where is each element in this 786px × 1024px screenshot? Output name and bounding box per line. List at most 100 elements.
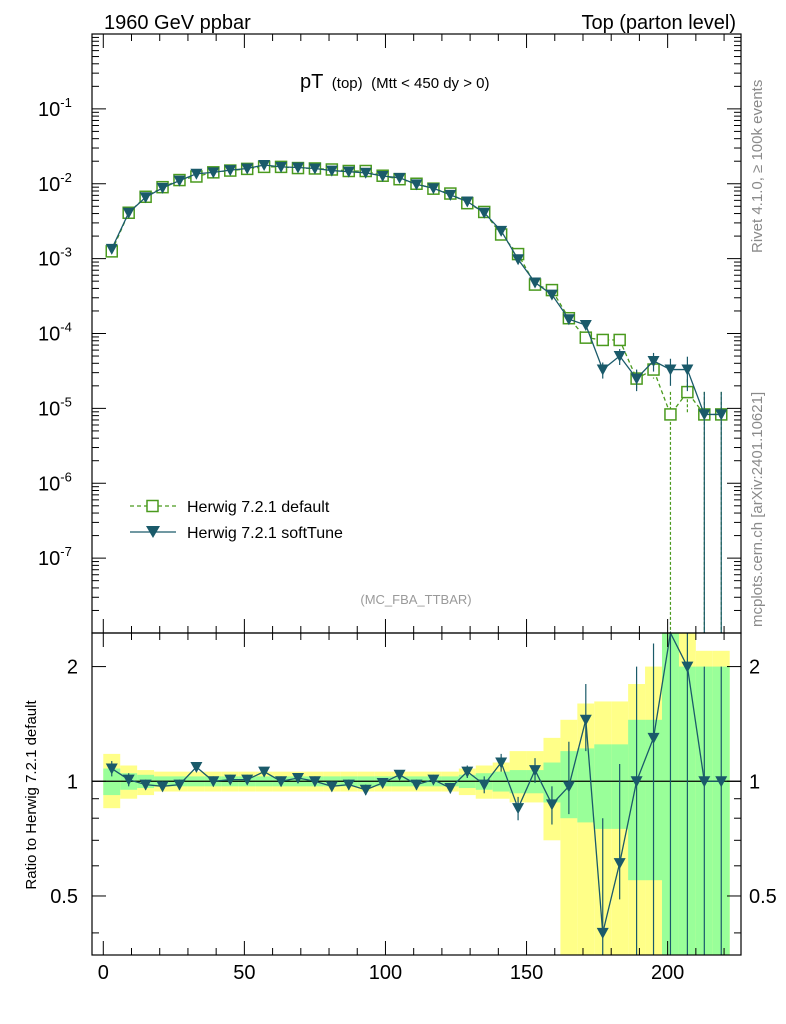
tick-label-base: 10: [38, 473, 60, 495]
softtune-point: [393, 172, 406, 184]
main-series-layer: [105, 159, 728, 633]
default-point: [613, 333, 626, 347]
axes-layer: 10-710-610-510-410-310-210-10 50 100 150 200…: [38, 33, 777, 984]
plot-title: pT (top) (Mtt < 450 dy > 0): [300, 71, 489, 93]
ratio-y-axis-label: Ratio to Herwig 7.2.1 default: [23, 700, 40, 890]
ratio-point: [173, 779, 186, 791]
ratio-y-tick-label-right: 0.5: [749, 886, 777, 908]
softtune-point: [105, 243, 118, 255]
ratio-y-tick-label-right: 2: [749, 657, 760, 679]
default-series-line: [111, 166, 722, 416]
softtune-point: [258, 159, 271, 171]
softtune-point: [241, 163, 254, 175]
tick-label-base: 10: [38, 398, 60, 420]
plot-title-sub2: (Mtt < 450 dy > 0): [371, 75, 489, 92]
softtune-point: [545, 289, 558, 301]
softtune-point: [410, 179, 423, 191]
legend: Herwig 7.2.1 default Herwig 7.2.1 softTu…: [130, 499, 343, 542]
softtune-point: [427, 183, 440, 195]
mcplots-label: mcplots.cern.ch [arXiv:2401.10621]: [749, 392, 766, 627]
softtune-point: [478, 207, 491, 219]
ratio-point: [579, 714, 592, 726]
default-point: [664, 408, 677, 421]
ratio-y-tick-label-left: 2: [67, 657, 78, 679]
ratio-point: [207, 776, 220, 788]
analysis-label: (MC_FBA_TTBAR): [360, 592, 471, 607]
tick-label-base: 10: [38, 99, 60, 121]
ratio-series-layer: [92, 630, 741, 955]
softtune-point: [444, 189, 457, 201]
ratio-point: [545, 799, 558, 811]
header-right: Top (parton level): [581, 12, 736, 34]
softtune-point: [173, 175, 186, 187]
ratio-point: [342, 779, 355, 791]
legend-default-marker: [146, 499, 159, 513]
ratio-point: [647, 732, 660, 744]
ratio-point: [613, 858, 626, 870]
ratio-point: [410, 779, 423, 791]
softtune-point: [376, 170, 389, 182]
legend-default-label: Herwig 7.2.1 default: [187, 499, 330, 516]
main-plot-frame: [91, 33, 742, 634]
softtune-point: [529, 277, 542, 289]
main-y-tick-label: 10-6: [38, 469, 72, 495]
ratio-y-tick-label-left: 0.5: [50, 886, 78, 908]
tick-label-exponent: -1: [60, 95, 72, 110]
main-y-tick-label: 10-3: [38, 245, 72, 271]
softtune-point: [224, 165, 237, 177]
ratio-point: [156, 781, 169, 793]
softtune-point: [613, 351, 626, 363]
tick-label-base: 10: [38, 249, 60, 271]
softtune-point: [512, 254, 525, 266]
ratio-point: [105, 763, 118, 775]
softtune-point: [681, 364, 694, 376]
plot-title-sub1: (top): [332, 75, 363, 92]
softtune-point: [664, 364, 677, 376]
tick-label-exponent: -5: [60, 394, 72, 409]
legend-item-softtune: Herwig 7.2.1 softTune: [130, 525, 343, 542]
ratio-point: [681, 661, 694, 673]
ratio-y-tick-label-right: 1: [749, 771, 760, 793]
main-y-tick-label: 10-2: [38, 170, 72, 196]
x-tick-label: 0: [98, 962, 109, 984]
softtune-point: [461, 196, 474, 208]
softtune-series-line: [111, 164, 722, 416]
softtune-point: [579, 319, 592, 331]
ratio-point: [427, 774, 440, 786]
ratio-point: [376, 777, 389, 789]
softtune-point: [715, 409, 728, 421]
x-tick-label: 200: [651, 962, 684, 984]
ratio-point: [529, 765, 542, 777]
default-point: [596, 333, 609, 347]
tick-label-exponent: -6: [60, 469, 72, 484]
x-tick-label: 100: [369, 962, 402, 984]
ratio-point: [495, 757, 508, 769]
ratio-point: [461, 766, 474, 778]
ratio-point: [512, 803, 525, 815]
ratio-point: [715, 776, 728, 788]
ratio-point: [562, 781, 575, 793]
ratio-point: [630, 776, 643, 788]
softtune-point: [308, 163, 321, 175]
softtune-point: [647, 355, 660, 367]
x-tick-label: 50: [233, 962, 255, 984]
ratio-point: [596, 927, 609, 939]
x-tick-label: 150: [510, 962, 543, 984]
tick-label-base: 10: [38, 174, 60, 196]
ratio-y-tick-label-left: 1: [67, 771, 78, 793]
ratio-point: [224, 774, 237, 786]
softtune-point: [275, 161, 288, 173]
softtune-point: [122, 207, 135, 219]
ratio-point: [275, 776, 288, 788]
ratio-point: [258, 766, 271, 778]
ratio-point: [325, 781, 338, 793]
softtune-point: [156, 182, 169, 194]
softtune-point: [698, 409, 711, 421]
main-y-tick-label: 10-7: [38, 544, 72, 570]
ratio-point: [291, 773, 304, 785]
plot-title-main: pT: [300, 71, 323, 93]
ratio-point: [308, 776, 321, 788]
softtune-point: [190, 168, 203, 180]
ratio-point: [393, 769, 406, 781]
